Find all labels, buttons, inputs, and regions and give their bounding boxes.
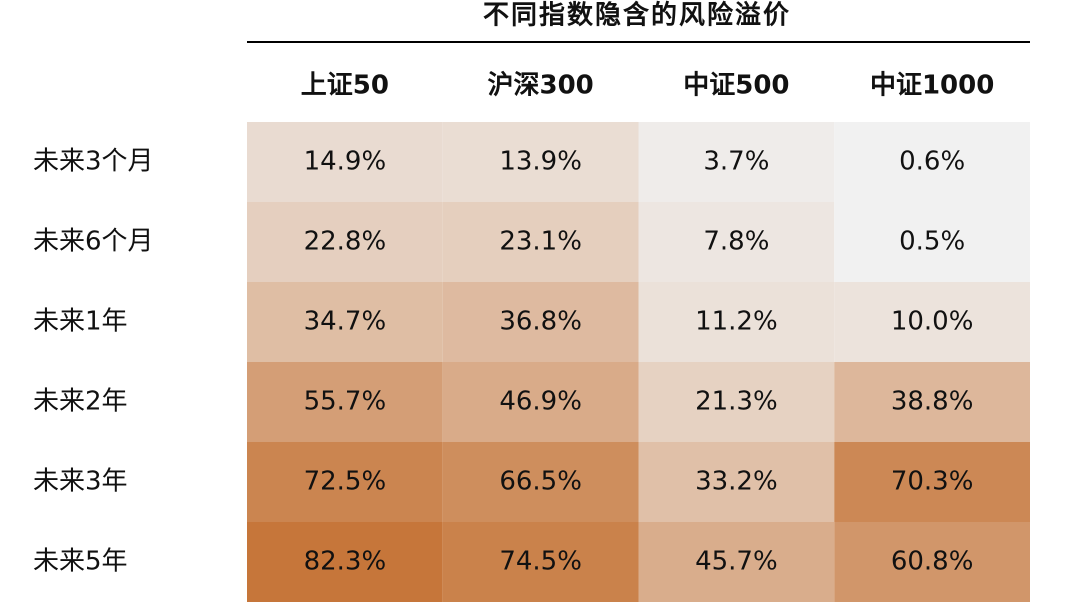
- cell-label: 82.3%: [304, 547, 387, 577]
- cell-label: 22.8%: [304, 227, 387, 257]
- cell-label: 66.5%: [499, 467, 582, 497]
- cell-label: 10.0%: [891, 307, 974, 337]
- cell-label: 55.7%: [304, 387, 387, 417]
- heat-cell: [638, 522, 835, 602]
- heat-cell: [834, 202, 1030, 282]
- heat-cell: [247, 202, 443, 282]
- cell-label: 45.7%: [695, 547, 778, 577]
- heat-cell: [442, 282, 639, 362]
- cell-label: 70.3%: [891, 467, 974, 497]
- column-header: 中证500: [683, 71, 789, 101]
- heat-cell: [834, 122, 1030, 202]
- heat-cell: [247, 282, 443, 362]
- cell-label: 0.6%: [899, 147, 965, 177]
- cell-label: 11.2%: [695, 307, 778, 337]
- column-header: 中证1000: [870, 71, 994, 101]
- cell-label: 0.5%: [899, 227, 965, 257]
- row-label: 未来3年: [33, 467, 128, 497]
- cell-label: 46.9%: [499, 387, 582, 417]
- heat-cell: [834, 522, 1030, 602]
- row-label: 未来1年: [33, 307, 128, 337]
- row-label: 未来3个月: [33, 147, 154, 177]
- cell-label: 72.5%: [304, 467, 387, 497]
- cell-label: 33.2%: [695, 467, 778, 497]
- heat-cell: [834, 442, 1030, 522]
- cell-label: 74.5%: [499, 547, 582, 577]
- cell-label: 60.8%: [891, 547, 974, 577]
- cell-label: 23.1%: [499, 227, 582, 257]
- row-label: 未来5年: [33, 547, 128, 577]
- heat-cell: [834, 282, 1030, 362]
- cell-label: 21.3%: [695, 387, 778, 417]
- cell-label: 13.9%: [499, 147, 582, 177]
- heat-cell: [442, 362, 639, 442]
- heat-cell: [442, 202, 639, 282]
- cell-label: 36.8%: [499, 307, 582, 337]
- cell-label: 7.8%: [703, 227, 769, 257]
- heat-cell: [442, 442, 639, 522]
- column-header: 沪深300: [487, 71, 593, 101]
- cell-label: 34.7%: [304, 307, 387, 337]
- heat-cell: [247, 122, 443, 202]
- heat-cell: [638, 122, 835, 202]
- heat-cell: [638, 202, 835, 282]
- heat-cell: [638, 442, 835, 522]
- heat-cell: [638, 282, 835, 362]
- heat-cell: [247, 442, 443, 522]
- heat-cell: [442, 122, 639, 202]
- heat-cell: [247, 362, 443, 442]
- chart-title: 不同指数隐含的风险溢价: [483, 0, 791, 31]
- row-label: 未来2年: [33, 387, 128, 417]
- heat-cell: [247, 522, 443, 602]
- row-label: 未来6个月: [33, 227, 154, 257]
- cell-label: 14.9%: [304, 147, 387, 177]
- heat-cell: [638, 362, 835, 442]
- column-header: 上证50: [301, 71, 389, 101]
- cell-label: 38.8%: [891, 387, 974, 417]
- cell-label: 3.7%: [703, 147, 769, 177]
- heat-cell: [442, 522, 639, 602]
- heat-cell: [834, 362, 1030, 442]
